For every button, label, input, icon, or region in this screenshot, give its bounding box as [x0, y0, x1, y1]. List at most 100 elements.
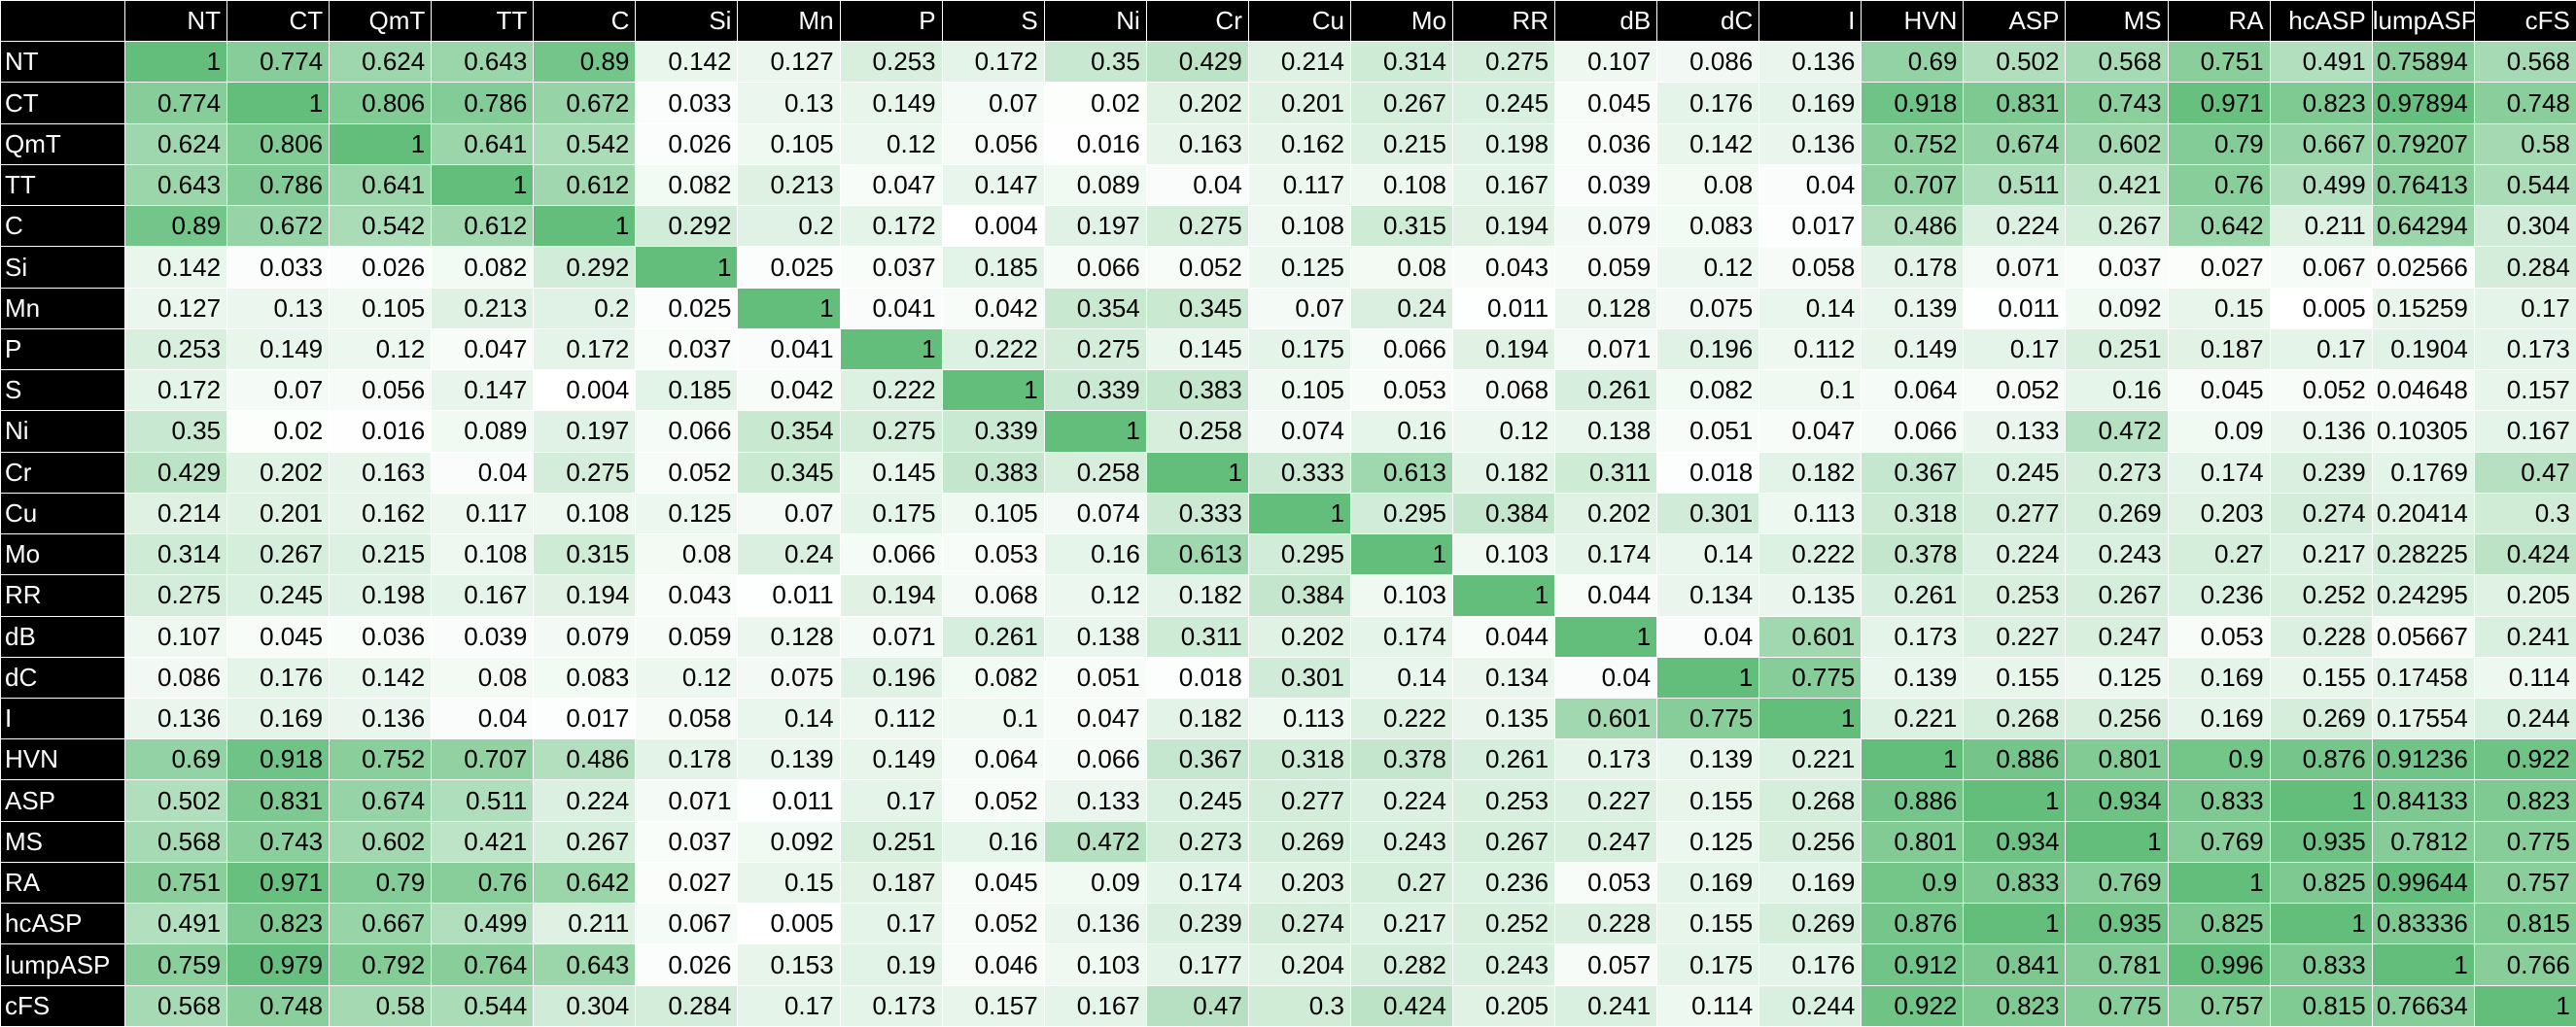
heatmap-cell-QmT-NT: 0.624: [125, 123, 227, 164]
heatmap-cell-ASP-lumpASP: 0.84133: [2372, 780, 2474, 821]
heatmap-cell-dB-C: 0.079: [534, 616, 636, 657]
heatmap-cell-dC-QmT: 0.142: [330, 657, 432, 698]
row-header-ASP: ASP: [1, 780, 125, 821]
heatmap-cell-NT-dC: 0.086: [1657, 42, 1759, 83]
heatmap-cell-TT-Cr: 0.04: [1146, 164, 1248, 205]
heatmap-cell-Cr-hcASP: 0.239: [2270, 452, 2372, 493]
heatmap-cell-Si-TT: 0.082: [432, 247, 534, 288]
heatmap-cell-CT-Ni: 0.02: [1044, 83, 1146, 123]
heatmap-cell-Si-RR: 0.043: [1453, 247, 1555, 288]
heatmap-cell-QmT-dB: 0.036: [1555, 123, 1657, 164]
heatmap-cell-CT-RA: 0.971: [2168, 83, 2270, 123]
heatmap-cell-CT-CT: 1: [227, 83, 330, 123]
heatmap-cell-C-Cr: 0.275: [1146, 206, 1248, 247]
heatmap-cell-Mn-cFS: 0.17: [2474, 288, 2576, 328]
column-header-Cu: Cu: [1248, 1, 1350, 42]
heatmap-cell-cFS-NT: 0.568: [125, 985, 227, 1026]
heatmap-cell-dC-Cu: 0.301: [1248, 657, 1350, 698]
heatmap-cell-MS-hcASP: 0.935: [2270, 821, 2372, 862]
heatmap-cell-dB-dC: 0.04: [1657, 616, 1759, 657]
heatmap-cell-dC-C: 0.083: [534, 657, 636, 698]
heatmap-cell-dB-QmT: 0.036: [330, 616, 432, 657]
heatmap-cell-Cr-Ni: 0.258: [1044, 452, 1146, 493]
heatmap-cell-Mn-dC: 0.075: [1657, 288, 1759, 328]
heatmap-cell-RA-Mo: 0.27: [1350, 862, 1452, 903]
heatmap-cell-dC-CT: 0.176: [227, 657, 330, 698]
heatmap-cell-RA-C: 0.642: [534, 862, 636, 903]
heatmap-cell-CT-I: 0.169: [1759, 83, 1862, 123]
heatmap-cell-Cu-Cu: 1: [1248, 493, 1350, 533]
row-header-Si: Si: [1, 247, 125, 288]
heatmap-cell-cFS-I: 0.244: [1759, 985, 1862, 1026]
heatmap-cell-RR-I: 0.135: [1759, 575, 1862, 616]
heatmap-cell-CT-P: 0.149: [840, 83, 942, 123]
heatmap-cell-I-TT: 0.04: [432, 698, 534, 738]
heatmap-cell-dC-S: 0.082: [942, 657, 1044, 698]
heatmap-cell-Cr-QmT: 0.163: [330, 452, 432, 493]
heatmap-cell-hcASP-hcASP: 1: [2270, 904, 2372, 944]
heatmap-cell-TT-Cu: 0.117: [1248, 164, 1350, 205]
heatmap-cell-CT-ASP: 0.831: [1964, 83, 2066, 123]
heatmap-cell-S-MS: 0.16: [2066, 370, 2168, 411]
heatmap-cell-dB-RR: 0.044: [1453, 616, 1555, 657]
heatmap-cell-C-ASP: 0.224: [1964, 206, 2066, 247]
heatmap-cell-ASP-RA: 0.833: [2168, 780, 2270, 821]
column-header-MS: MS: [2066, 1, 2168, 42]
column-header-I: I: [1759, 1, 1862, 42]
heatmap-cell-Cu-dB: 0.202: [1555, 493, 1657, 533]
heatmap-cell-CT-Mn: 0.13: [738, 83, 840, 123]
heatmap-cell-Ni-Cu: 0.074: [1248, 411, 1350, 452]
heatmap-cell-I-HVN: 0.221: [1862, 698, 1964, 738]
heatmap-cell-QmT-P: 0.12: [840, 123, 942, 164]
heatmap-cell-HVN-dB: 0.173: [1555, 739, 1657, 780]
heatmap-cell-ASP-cFS: 0.823: [2474, 780, 2576, 821]
heatmap-cell-TT-Mn: 0.213: [738, 164, 840, 205]
column-header-HVN: HVN: [1862, 1, 1964, 42]
heatmap-cell-HVN-ASP: 0.886: [1964, 739, 2066, 780]
heatmap-cell-ASP-HVN: 0.886: [1862, 780, 1964, 821]
heatmap-cell-QmT-S: 0.056: [942, 123, 1044, 164]
heatmap-cell-dB-Cu: 0.202: [1248, 616, 1350, 657]
heatmap-cell-cFS-lumpASP: 0.76634: [2372, 985, 2474, 1026]
heatmap-cell-cFS-dB: 0.241: [1555, 985, 1657, 1026]
column-header-dC: dC: [1657, 1, 1759, 42]
heatmap-cell-QmT-RA: 0.79: [2168, 123, 2270, 164]
heatmap-cell-RA-ASP: 0.833: [1964, 862, 2066, 903]
heatmap-cell-S-dC: 0.082: [1657, 370, 1759, 411]
heatmap-cell-dC-RR: 0.134: [1453, 657, 1555, 698]
heatmap-cell-dB-I: 0.601: [1759, 616, 1862, 657]
heatmap-cell-MS-HVN: 0.801: [1862, 821, 1964, 862]
heatmap-cell-Mn-RR: 0.011: [1453, 288, 1555, 328]
heatmap-cell-C-RA: 0.642: [2168, 206, 2270, 247]
heatmap-cell-CT-HVN: 0.918: [1862, 83, 1964, 123]
heatmap-cell-NT-QmT: 0.624: [330, 42, 432, 83]
heatmap-cell-C-hcASP: 0.211: [2270, 206, 2372, 247]
heatmap-cell-Mn-Mo: 0.24: [1350, 288, 1452, 328]
heatmap-cell-I-cFS: 0.244: [2474, 698, 2576, 738]
heatmap-cell-C-MS: 0.267: [2066, 206, 2168, 247]
heatmap-cell-C-Cu: 0.108: [1248, 206, 1350, 247]
heatmap-cell-QmT-Cr: 0.163: [1146, 123, 1248, 164]
heatmap-cell-I-hcASP: 0.269: [2270, 698, 2372, 738]
heatmap-cell-RA-dB: 0.053: [1555, 862, 1657, 903]
heatmap-cell-cFS-hcASP: 0.815: [2270, 985, 2372, 1026]
heatmap-cell-Mo-RR: 0.103: [1453, 534, 1555, 575]
heatmap-cell-RA-CT: 0.971: [227, 862, 330, 903]
heatmap-cell-I-Cr: 0.182: [1146, 698, 1248, 738]
heatmap-cell-P-Ni: 0.275: [1044, 328, 1146, 369]
heatmap-cell-QmT-CT: 0.806: [227, 123, 330, 164]
heatmap-cell-lumpASP-Mo: 0.282: [1350, 944, 1452, 985]
heatmap-cell-RR-cFS: 0.205: [2474, 575, 2576, 616]
heatmap-cell-Mo-TT: 0.108: [432, 534, 534, 575]
heatmap-cell-MS-P: 0.251: [840, 821, 942, 862]
heatmap-cell-Cu-dC: 0.301: [1657, 493, 1759, 533]
heatmap-cell-Ni-NT: 0.35: [125, 411, 227, 452]
heatmap-cell-P-Mn: 0.041: [738, 328, 840, 369]
heatmap-cell-lumpASP-Mn: 0.153: [738, 944, 840, 985]
heatmap-cell-MS-cFS: 0.775: [2474, 821, 2576, 862]
heatmap-cell-Cr-RR: 0.182: [1453, 452, 1555, 493]
heatmap-cell-C-Ni: 0.197: [1044, 206, 1146, 247]
heatmap-cell-HVN-Cr: 0.367: [1146, 739, 1248, 780]
